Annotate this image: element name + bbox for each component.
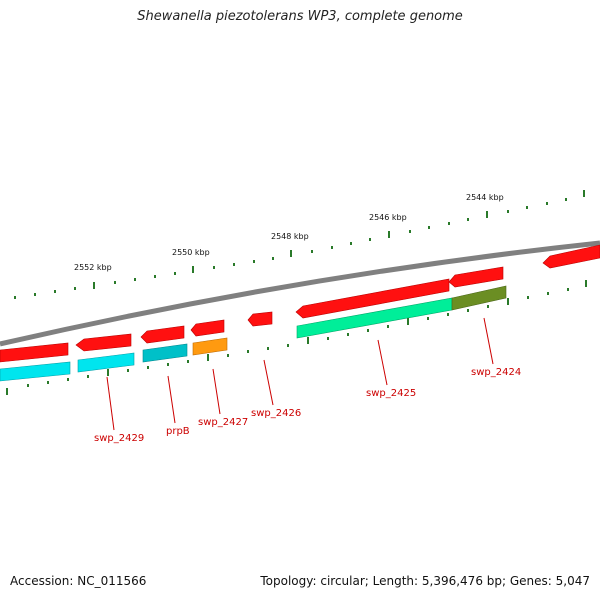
cds-arrow [0,342,69,363]
inner-ticks [6,280,587,395]
map-title: Shewanella piezotolerans WP3, complete g… [137,9,463,24]
cog-bar [0,361,71,382]
cog-bar [192,337,228,356]
genome-backbone [0,240,600,347]
gene-label-swp_2424: swp_2424 [471,367,521,378]
kbp-label-2548: 2548 kbp [271,232,309,241]
cds-arrow [542,244,600,269]
cds-arrow [75,333,132,352]
cds-arrow [247,311,273,327]
outer-ticks [14,190,585,299]
cog-track [0,285,507,382]
cds-arrow [140,325,185,344]
gene-label-swp_2426: swp_2426 [251,408,301,419]
gene-label-swp_2427: swp_2427 [198,417,248,428]
cds-arrow [190,319,225,337]
cog-bar [142,343,188,363]
cds-track [0,244,600,363]
gene-label-prpB: prpB [166,426,190,437]
cog-bar [451,285,507,311]
cds-arrow [295,278,450,319]
label-leaders [106,317,494,431]
gene-label-swp_2429: swp_2429 [94,433,144,444]
cog-bar [77,352,135,373]
cds-arrow [448,266,504,288]
kbp-label-2550: 2550 kbp [172,248,210,257]
gene-label-swp_2425: swp_2425 [366,388,416,399]
genome-stats-text: Topology: circular; Length: 5,396,476 bp… [260,574,590,588]
kbp-label-2546: 2546 kbp [369,213,407,222]
kbp-label-2544: 2544 kbp [466,193,504,202]
kbp-label-2552: 2552 kbp [74,263,112,272]
accession-text: Accession: NC_011566 [10,574,147,588]
